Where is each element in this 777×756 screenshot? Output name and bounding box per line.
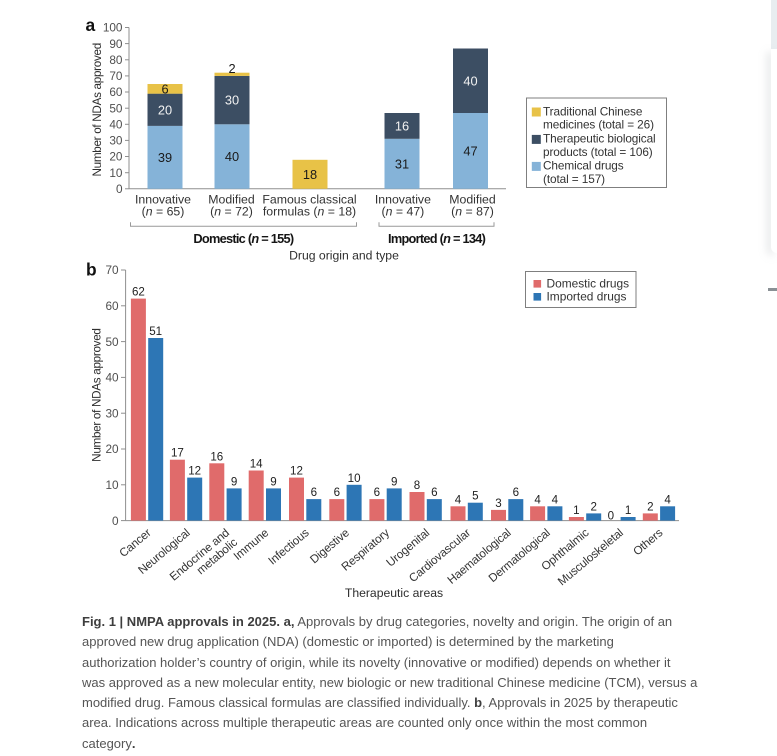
svg-text:Number of NDAs approved: Number of NDAs approved (91, 43, 104, 176)
svg-text:20: 20 (105, 442, 119, 456)
svg-text:12: 12 (188, 465, 201, 478)
svg-text:Imported (n = 134): Imported (n = 134) (388, 231, 486, 246)
svg-text:Domestic (n = 155): Domestic (n = 155) (193, 231, 293, 246)
svg-text:9: 9 (270, 475, 276, 488)
svg-text:Innovative: Innovative (375, 192, 431, 206)
svg-text:39: 39 (158, 150, 172, 165)
svg-text:5: 5 (472, 490, 478, 503)
svg-text:formulas (n = 18): formulas (n = 18) (263, 205, 356, 219)
svg-text:3: 3 (495, 497, 501, 510)
svg-text:(total = 157): (total = 157) (543, 172, 605, 186)
svg-text:80: 80 (109, 53, 123, 67)
svg-text:4: 4 (534, 493, 541, 506)
svg-text:30: 30 (225, 93, 239, 108)
svg-text:4: 4 (552, 493, 559, 506)
svg-text:Chemical drugs: Chemical drugs (543, 159, 624, 173)
svg-text:6: 6 (374, 486, 380, 499)
svg-text:51: 51 (149, 325, 162, 338)
svg-text:31: 31 (395, 156, 409, 171)
svg-text:Traditional Chinese: Traditional Chinese (543, 104, 643, 118)
svg-text:products (total = 106): products (total = 106) (543, 145, 653, 159)
svg-text:16: 16 (210, 450, 223, 463)
svg-text:Others: Others (631, 526, 666, 558)
svg-text:Modified: Modified (208, 192, 255, 206)
svg-text:6: 6 (161, 81, 168, 96)
svg-text:10: 10 (348, 472, 361, 485)
svg-text:Modified: Modified (449, 192, 496, 206)
svg-text:a: a (86, 15, 96, 35)
svg-text:medicines (total = 26): medicines (total = 26) (543, 118, 654, 132)
svg-text:40: 40 (225, 149, 239, 164)
svg-text:9: 9 (231, 475, 237, 488)
svg-text:1: 1 (573, 504, 579, 517)
svg-text:0: 0 (116, 182, 123, 196)
svg-text:Drug origin and type: Drug origin and type (289, 248, 399, 262)
svg-text:50: 50 (109, 101, 123, 115)
svg-text:Imported drugs: Imported drugs (547, 290, 627, 304)
svg-text:Therapeutic biological: Therapeutic biological (543, 132, 656, 146)
svg-text:14: 14 (250, 458, 263, 471)
svg-text:Famous classical: Famous classical (262, 192, 356, 206)
svg-text:1: 1 (625, 504, 631, 517)
svg-text:2: 2 (228, 61, 235, 76)
svg-text:Therapeutic areas: Therapeutic areas (345, 586, 443, 600)
svg-text:20: 20 (109, 150, 123, 164)
svg-text:4: 4 (664, 493, 671, 506)
svg-text:Cancer: Cancer (117, 526, 154, 560)
svg-text:Infectious: Infectious (266, 526, 312, 567)
svg-text:6: 6 (431, 486, 437, 499)
svg-text:18: 18 (303, 167, 317, 182)
svg-text:(n = 87): (n = 87) (451, 205, 494, 219)
svg-text:2: 2 (590, 500, 596, 513)
svg-text:30: 30 (109, 134, 123, 148)
svg-text:0: 0 (608, 510, 614, 523)
svg-text:4: 4 (455, 493, 462, 506)
svg-text:0: 0 (112, 514, 119, 528)
svg-text:10: 10 (109, 166, 123, 180)
svg-text:70: 70 (109, 69, 123, 83)
svg-text:70: 70 (105, 263, 119, 277)
svg-text:(n = 72): (n = 72) (210, 205, 253, 219)
svg-text:20: 20 (158, 102, 172, 117)
svg-text:(n = 47): (n = 47) (382, 205, 425, 219)
svg-text:40: 40 (105, 371, 119, 385)
svg-text:6: 6 (311, 486, 317, 499)
svg-text:60: 60 (105, 299, 119, 313)
svg-text:50: 50 (105, 335, 119, 349)
svg-text:90: 90 (109, 37, 123, 51)
svg-text:100: 100 (103, 21, 123, 35)
svg-text:16: 16 (395, 119, 409, 134)
svg-text:60: 60 (109, 85, 123, 99)
svg-text:6: 6 (334, 486, 340, 499)
svg-text:6: 6 (513, 486, 519, 499)
svg-text:Innovative: Innovative (135, 192, 191, 206)
svg-text:(n = 65): (n = 65) (142, 205, 185, 219)
svg-text:62: 62 (132, 286, 145, 299)
svg-text:12: 12 (290, 465, 303, 478)
svg-text:40: 40 (463, 73, 477, 88)
svg-text:30: 30 (105, 406, 119, 420)
svg-text:40: 40 (109, 118, 123, 132)
svg-text:b: b (86, 259, 97, 279)
svg-text:17: 17 (171, 447, 184, 460)
svg-text:2: 2 (647, 500, 653, 513)
svg-text:Number of NDAs approved: Number of NDAs approved (91, 328, 104, 461)
svg-text:9: 9 (391, 475, 397, 488)
svg-text:8: 8 (414, 479, 420, 492)
svg-text:47: 47 (463, 144, 477, 159)
svg-text:Domestic drugs: Domestic drugs (547, 277, 630, 291)
svg-text:10: 10 (105, 478, 119, 492)
